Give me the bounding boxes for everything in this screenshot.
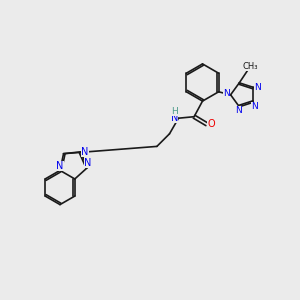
Text: N: N — [84, 158, 91, 168]
Text: N: N — [254, 83, 261, 92]
Text: N: N — [81, 147, 89, 157]
Text: H: H — [171, 107, 178, 116]
Text: N: N — [251, 102, 258, 111]
Text: N: N — [56, 160, 64, 171]
Text: CH₃: CH₃ — [242, 62, 258, 71]
Text: N: N — [235, 106, 242, 116]
Text: O: O — [207, 119, 215, 129]
Text: N: N — [171, 113, 178, 123]
Text: N: N — [223, 89, 230, 98]
